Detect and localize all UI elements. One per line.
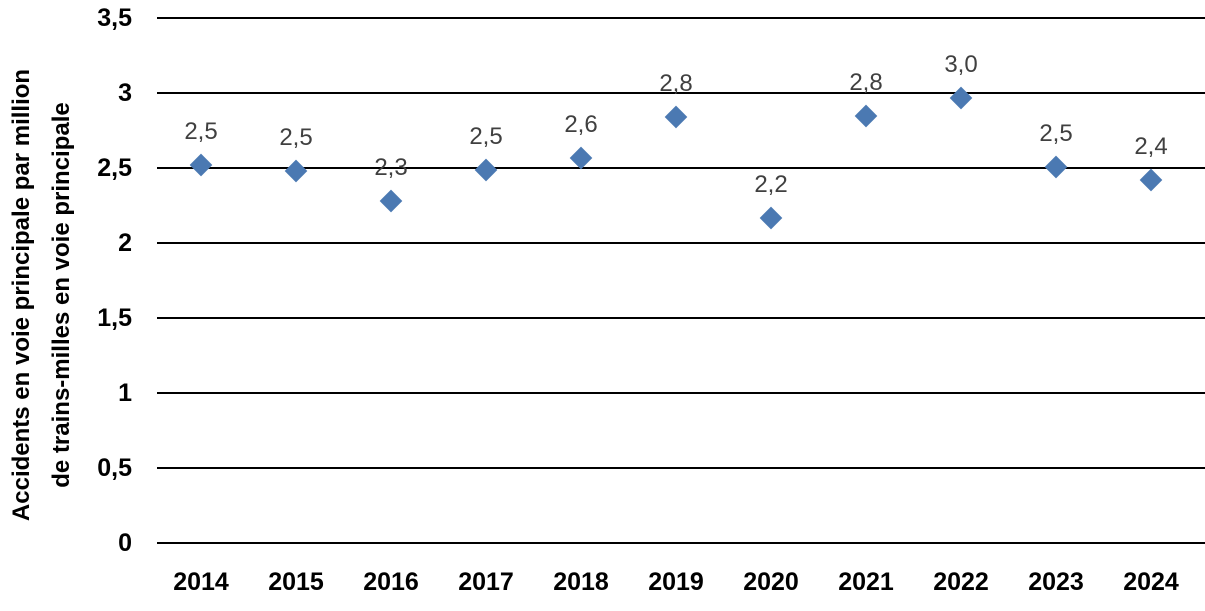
x-tick-label: 2017 xyxy=(458,568,514,596)
data-point-marker xyxy=(1139,168,1163,192)
data-point-label: 2,4 xyxy=(1134,133,1168,160)
data-point-label: 2,8 xyxy=(659,70,693,97)
y-tick-label: 3 xyxy=(118,79,132,107)
x-tick-label: 2018 xyxy=(553,568,609,596)
data-point-label: 2,5 xyxy=(184,118,218,145)
y-tick-label: 3,5 xyxy=(97,4,132,32)
data-point-marker xyxy=(474,158,498,181)
x-tick-label: 2015 xyxy=(268,568,324,596)
x-tick-label: 2016 xyxy=(363,568,419,596)
data-point-marker xyxy=(949,86,973,109)
x-tick-label: 2023 xyxy=(1028,568,1084,596)
data-point-label: 2,3 xyxy=(374,154,408,181)
y-tick-label: 1 xyxy=(118,379,132,407)
data-point-label: 2,6 xyxy=(564,110,598,138)
data-point-label: 2,5 xyxy=(279,124,313,151)
data-point-marker xyxy=(189,153,213,177)
data-point-marker xyxy=(854,104,878,127)
x-tick-label: 2021 xyxy=(838,568,894,596)
y-tick-label: 0 xyxy=(118,529,132,557)
x-tick-label: 2014 xyxy=(173,568,229,596)
gridline xyxy=(157,166,1205,170)
data-point-marker xyxy=(664,105,688,129)
gridline xyxy=(157,541,1205,545)
x-tick-label: 2022 xyxy=(933,568,989,596)
gridline xyxy=(157,391,1205,395)
x-tick-label: 2024 xyxy=(1123,568,1179,596)
gridline xyxy=(157,16,1205,20)
y-tick-label: 2,5 xyxy=(97,154,132,182)
gridline xyxy=(157,241,1205,245)
gridline xyxy=(157,466,1205,470)
data-point-label: 3,0 xyxy=(944,50,978,78)
data-point-marker xyxy=(1044,155,1068,178)
data-point-label: 2,5 xyxy=(469,122,503,150)
data-point-marker xyxy=(284,159,308,183)
data-point-label: 2,8 xyxy=(849,68,883,96)
data-point-marker xyxy=(569,146,593,169)
gridline xyxy=(157,91,1205,95)
data-point-marker xyxy=(379,189,403,213)
data-point-label: 2,2 xyxy=(754,170,788,198)
y-tick-label: 0,5 xyxy=(97,454,132,482)
y-tick-label: 2 xyxy=(118,229,132,257)
data-point-label: 2,5 xyxy=(1039,119,1073,147)
x-tick-label: 2020 xyxy=(743,568,799,596)
data-point-marker xyxy=(759,206,783,229)
x-tick-label: 2019 xyxy=(648,568,704,596)
gridline xyxy=(157,316,1205,320)
y-tick-label: 1,5 xyxy=(97,304,132,332)
